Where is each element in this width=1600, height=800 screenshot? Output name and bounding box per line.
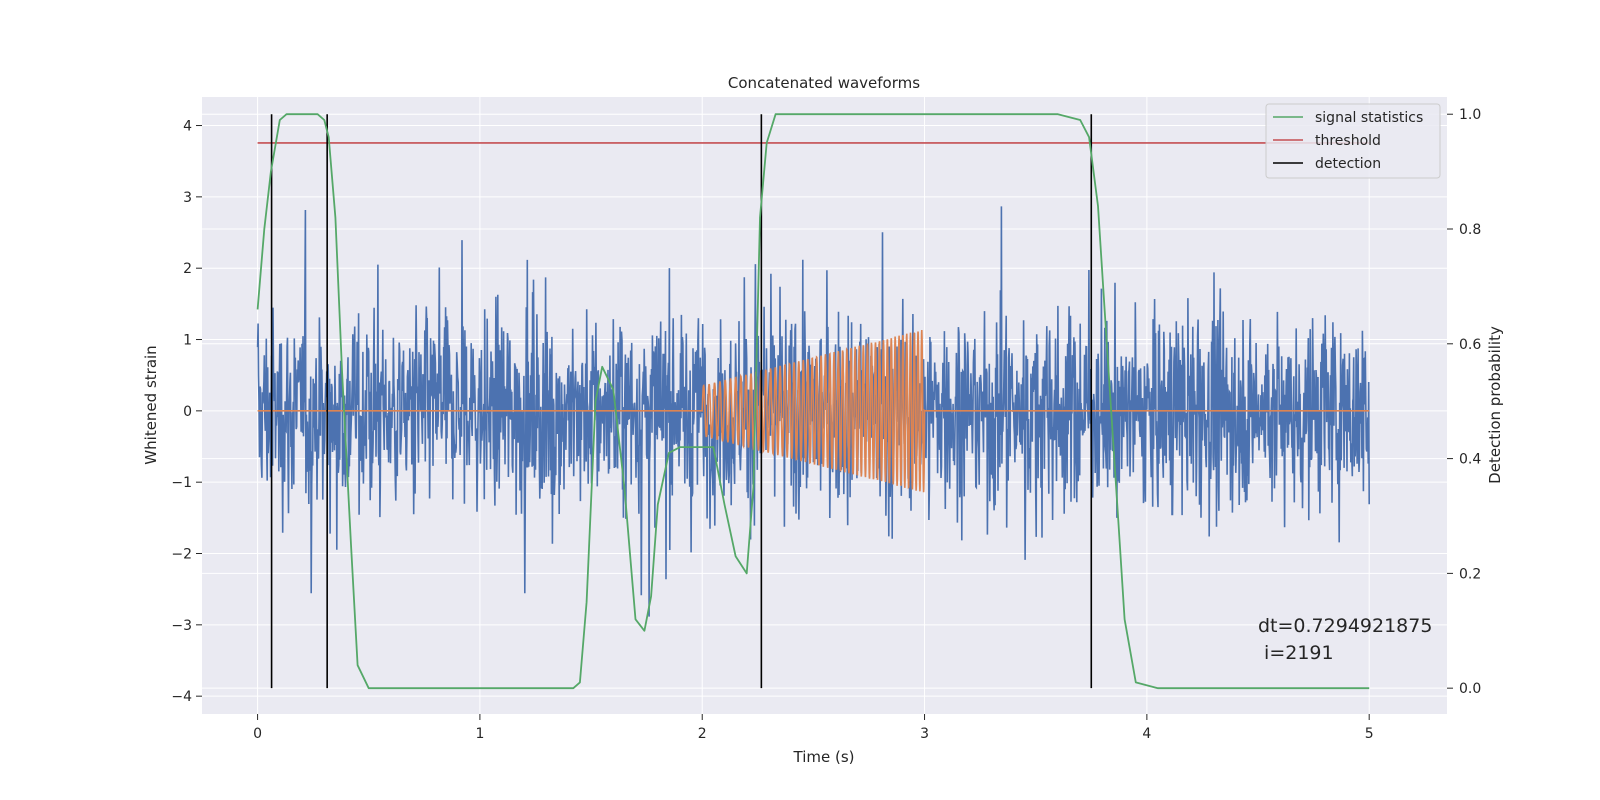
y2-tick-label: 0.8 (1459, 222, 1481, 238)
legend-label-threshold: threshold (1315, 133, 1381, 149)
y-tick-label: −3 (171, 618, 192, 634)
y-axis-label: Whitened strain (142, 345, 160, 464)
ticks-layer: 0 1 2 3 4 5 −4 −3 −2 −1 0 1 2 3 4 0.0 0.2 0.4 0.6 0.8 1.0 (171, 107, 1481, 742)
signal-statistics-line (256, 113, 1370, 690)
strain-noise-line (256, 206, 1370, 617)
x-axis-label: Time (s) (793, 748, 855, 766)
x-tick-label: 4 (1142, 726, 1151, 742)
y-tick-label: 4 (183, 119, 192, 135)
x-tick-label: 2 (698, 726, 707, 742)
injected-waveform-line (257, 329, 1370, 493)
chart-title: Concatenated waveforms (728, 74, 920, 92)
y-tick-label: −2 (171, 547, 192, 563)
legend-box (1265, 103, 1441, 179)
x-tick-label: 1 (475, 726, 484, 742)
x-tick-label: 3 (920, 726, 929, 742)
y2-tick-label: 0.4 (1459, 452, 1481, 468)
annotation-dt: dt=0.7294921875 (1258, 615, 1432, 637)
x-tick-label: 5 (1365, 726, 1374, 742)
y-tick-label: 1 (183, 333, 192, 349)
annotation-i: i=2191 (1258, 642, 1334, 664)
y-tick-label: 0 (183, 404, 192, 420)
y-tick-label: −1 (171, 475, 192, 491)
legend-label-detection: detection (1315, 156, 1381, 172)
y-tick-label: 2 (183, 261, 192, 277)
y2-tick-label: 0.2 (1459, 566, 1481, 582)
legend: signal statistics threshold detection (1265, 103, 1441, 179)
series-layer (256, 113, 1370, 690)
x-tick-label: 0 (253, 726, 262, 742)
y2-tick-label: 0.6 (1459, 337, 1481, 353)
y2-axis-label: Detection probability (1486, 326, 1504, 484)
y2-tick-label: 1.0 (1459, 107, 1481, 123)
legend-label-signal-statistics: signal statistics (1315, 110, 1423, 126)
y-tick-label: 3 (183, 190, 192, 206)
y-tick-label: −4 (171, 689, 192, 705)
y2-tick-label: 0.0 (1459, 681, 1481, 697)
